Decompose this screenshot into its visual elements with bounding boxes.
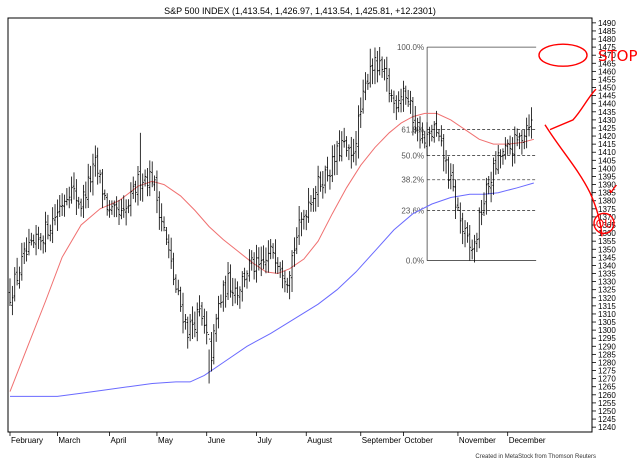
ohlc-bars-layer bbox=[8, 47, 533, 384]
y-tick-label: 1405 bbox=[598, 156, 616, 165]
y-tick-label: 1355 bbox=[598, 237, 616, 246]
x-tick-label: June bbox=[208, 436, 226, 445]
y-tick-label: 1420 bbox=[598, 132, 616, 141]
hand-annotations: STOP OU ✓ bbox=[538, 43, 638, 237]
y-tick-label: 1455 bbox=[598, 75, 616, 84]
y-tick-label: 1365 bbox=[598, 221, 616, 230]
y-tick-label: 1435 bbox=[598, 108, 616, 117]
y-tick-label: 1480 bbox=[598, 35, 616, 44]
stop-arrow bbox=[549, 88, 597, 131]
y-tick-label: 1320 bbox=[598, 294, 616, 303]
y-tick-label: 1280 bbox=[598, 358, 616, 367]
x-tick-label: February bbox=[11, 436, 43, 445]
y-tick-label: 1300 bbox=[598, 326, 616, 335]
y-tick-label: 1395 bbox=[598, 172, 616, 181]
y-tick-label: 1325 bbox=[598, 286, 616, 295]
y-tick-label: 1400 bbox=[598, 164, 616, 173]
y-tick-label: 1460 bbox=[598, 67, 616, 76]
y-tick-label: 1425 bbox=[598, 124, 616, 133]
source-credit: Created in MetaStock from Thomson Reuter… bbox=[475, 454, 596, 460]
y-tick-label: 1450 bbox=[598, 84, 616, 93]
y-tick-label: 1285 bbox=[598, 350, 616, 359]
y-tick-label: 1245 bbox=[598, 415, 616, 424]
fib-level-label: 50.0% bbox=[401, 151, 424, 160]
y-tick-label: 1240 bbox=[598, 423, 616, 432]
y-tick-label: 1310 bbox=[598, 310, 616, 319]
y-tick-label: 1410 bbox=[598, 148, 616, 157]
y-tick-label: 1390 bbox=[598, 181, 616, 190]
checkmark-annotation: ✓ bbox=[607, 180, 620, 198]
fib-level-label: 38.2% bbox=[401, 176, 424, 185]
y-axis: 1240124512501255126012651270127512801285… bbox=[592, 19, 616, 432]
stop-label: STOP bbox=[598, 47, 638, 65]
y-tick-label: 1260 bbox=[598, 391, 616, 400]
y-tick-label: 1440 bbox=[598, 100, 616, 109]
y-tick-label: 1265 bbox=[598, 383, 616, 392]
y-tick-label: 1485 bbox=[598, 27, 616, 36]
y-tick-label: 1335 bbox=[598, 270, 616, 279]
x-tick-label: March bbox=[58, 436, 80, 445]
x-axis: February March April May June July August Septe… bbox=[9, 432, 546, 445]
fib-level-label: 23.6% bbox=[401, 206, 424, 215]
y-tick-label: 1370 bbox=[598, 213, 616, 222]
ou-circle bbox=[593, 212, 615, 235]
fib-level-label: 0.0% bbox=[406, 257, 424, 266]
x-tick-label: November bbox=[459, 436, 496, 445]
chart-title: S&P 500 INDEX (1,413.54, 1,426.97, 1,413… bbox=[164, 6, 436, 16]
y-tick-label: 1275 bbox=[598, 367, 616, 376]
y-tick-label: 1380 bbox=[598, 197, 616, 206]
x-tick-label: December bbox=[509, 436, 546, 445]
x-tick-label: July bbox=[257, 436, 271, 445]
y-tick-label: 1375 bbox=[598, 205, 616, 214]
moving-average-line bbox=[10, 182, 534, 397]
target-arrow bbox=[544, 124, 603, 237]
y-tick-label: 1255 bbox=[598, 399, 616, 408]
y-tick-label: 1385 bbox=[598, 189, 616, 198]
y-tick-label: 1415 bbox=[598, 140, 616, 149]
y-tick-label: 1430 bbox=[598, 116, 616, 125]
x-tick-label: May bbox=[158, 436, 173, 445]
y-tick-label: 1295 bbox=[598, 334, 616, 343]
y-tick-label: 1315 bbox=[598, 302, 616, 311]
fib-level-label: 100.0% bbox=[397, 43, 424, 52]
x-tick-label: October bbox=[404, 436, 433, 445]
x-tick-label: September bbox=[362, 436, 401, 445]
y-tick-label: 1345 bbox=[598, 253, 616, 262]
y-tick-label: 1490 bbox=[598, 19, 616, 28]
y-tick-label: 1350 bbox=[598, 245, 616, 254]
y-tick-label: 1330 bbox=[598, 278, 616, 287]
x-tick-label: August bbox=[307, 436, 333, 445]
y-tick-label: 1465 bbox=[598, 59, 616, 68]
y-tick-label: 1305 bbox=[598, 318, 616, 327]
y-tick-label: 1290 bbox=[598, 342, 616, 351]
y-tick-label: 1270 bbox=[598, 375, 616, 384]
y-tick-label: 1470 bbox=[598, 51, 616, 60]
y-tick-label: 1340 bbox=[598, 261, 616, 270]
y-tick-label: 1445 bbox=[598, 92, 616, 101]
y-tick-label: 1250 bbox=[598, 407, 616, 416]
ou-label: OU bbox=[596, 217, 613, 230]
y-tick-label: 1475 bbox=[598, 43, 616, 52]
x-tick-label: April bbox=[111, 436, 127, 445]
stop-circle bbox=[538, 43, 588, 67]
